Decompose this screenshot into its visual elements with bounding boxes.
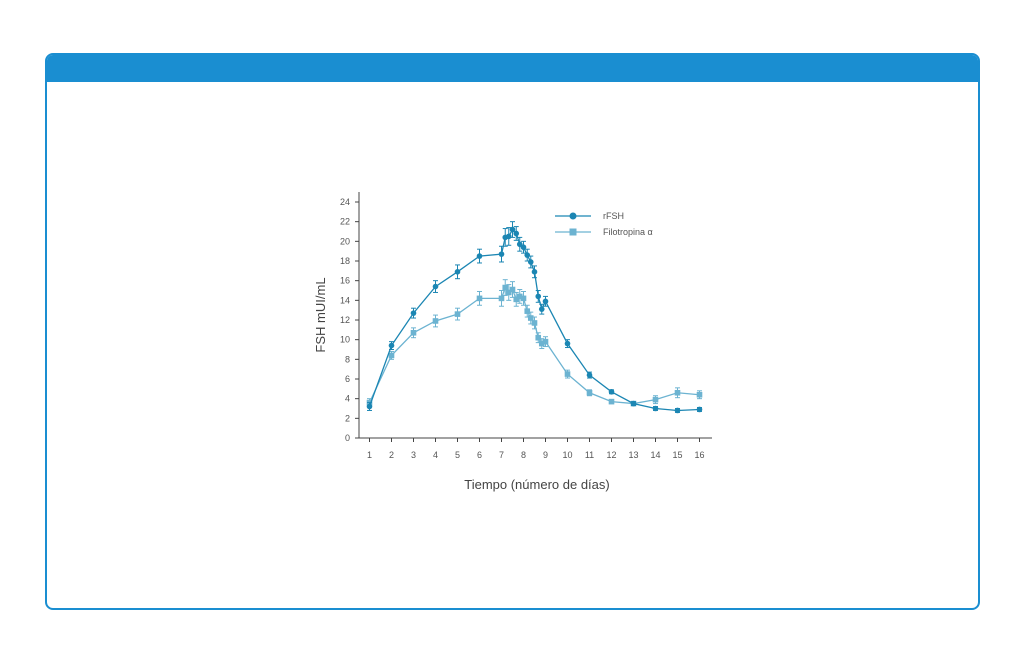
data-point	[432, 283, 439, 290]
legend-marker	[569, 212, 577, 220]
y-tick-label: 18	[340, 256, 350, 266]
data-point	[513, 296, 520, 303]
data-point	[531, 269, 538, 275]
card-header	[47, 55, 978, 82]
data-point	[538, 306, 545, 312]
x-tick-label: 4	[433, 450, 438, 460]
x-tick-label: 3	[411, 450, 416, 460]
data-point	[630, 400, 637, 407]
legend-marker	[569, 228, 577, 236]
data-point	[520, 295, 527, 302]
legend-item: rFSH	[555, 211, 624, 221]
y-tick-label: 22	[340, 217, 350, 227]
data-point	[388, 352, 395, 359]
y-tick-label: 20	[340, 236, 350, 246]
x-axis-label: Tiempo (número de días)	[464, 477, 609, 492]
data-point	[454, 311, 461, 317]
data-point	[388, 342, 395, 349]
data-point	[476, 295, 483, 302]
data-point	[674, 407, 681, 414]
data-point	[652, 405, 659, 412]
data-point	[586, 372, 593, 378]
y-tick-label: 24	[340, 197, 350, 207]
data-point	[542, 298, 549, 305]
data-point	[366, 403, 373, 410]
y-axis-label: FSH mUI/mL	[313, 277, 328, 352]
x-tick-label: 10	[562, 450, 572, 460]
x-tick-label: 13	[628, 450, 638, 460]
data-point	[498, 295, 505, 302]
y-tick-label: 8	[345, 354, 350, 364]
data-point	[527, 259, 534, 265]
x-tick-label: 8	[521, 450, 526, 460]
x-tick-label: 7	[499, 450, 504, 460]
data-point	[524, 308, 531, 314]
x-tick-label: 14	[650, 450, 660, 460]
data-point	[498, 251, 505, 257]
data-point	[509, 286, 516, 293]
series-filotropina-alfa	[366, 279, 703, 408]
data-point	[527, 315, 534, 321]
x-tick-label: 11	[585, 450, 594, 460]
data-point	[410, 310, 417, 316]
y-tick-label: 16	[340, 276, 350, 286]
data-point	[476, 253, 483, 259]
data-point	[516, 241, 523, 248]
data-point	[652, 396, 659, 403]
data-point	[432, 318, 439, 324]
data-point	[520, 244, 527, 251]
data-point	[564, 371, 571, 377]
data-point	[696, 391, 703, 398]
legend-label: rFSH	[603, 211, 624, 221]
x-tick-label: 2	[389, 450, 394, 460]
data-point	[542, 338, 549, 345]
data-point	[454, 269, 461, 275]
x-tick-label: 15	[672, 450, 682, 460]
legend-label: Filotropina α	[603, 227, 653, 237]
y-tick-label: 2	[345, 413, 350, 423]
y-tick-label: 14	[340, 295, 350, 305]
x-tick-label: 1	[367, 450, 372, 460]
data-point	[696, 406, 703, 413]
data-point	[538, 340, 545, 347]
y-tick-label: 10	[340, 335, 350, 345]
data-point	[586, 389, 593, 396]
x-tick-label: 6	[477, 450, 482, 460]
data-point	[674, 389, 681, 396]
data-point	[524, 252, 531, 258]
data-point	[513, 230, 520, 237]
data-point	[410, 329, 417, 336]
series-line	[368, 286, 700, 405]
data-point	[509, 226, 516, 233]
series-line	[368, 228, 700, 412]
x-tick-label: 12	[606, 450, 616, 460]
y-tick-label: 6	[345, 374, 350, 384]
data-point	[608, 398, 615, 405]
chart-series-layer	[366, 221, 703, 414]
y-tick-label: 12	[340, 315, 350, 325]
data-point	[502, 284, 509, 291]
y-tick-label: 0	[345, 433, 350, 443]
data-point	[505, 233, 512, 240]
data-point	[564, 340, 571, 347]
chart-card	[45, 53, 980, 610]
data-point	[531, 320, 538, 326]
x-tick-label: 9	[543, 450, 548, 460]
chart-legend: rFSH Filotropina α	[555, 211, 653, 237]
data-point	[516, 293, 523, 300]
data-point	[505, 289, 512, 296]
legend-item: Filotropina α	[555, 227, 653, 237]
data-point	[535, 334, 542, 341]
series-rfsh	[366, 221, 703, 414]
data-point	[608, 388, 615, 395]
data-point	[535, 293, 542, 300]
x-tick-label: 16	[694, 450, 704, 460]
x-tick-label: 5	[455, 450, 460, 460]
y-tick-label: 4	[345, 394, 350, 404]
